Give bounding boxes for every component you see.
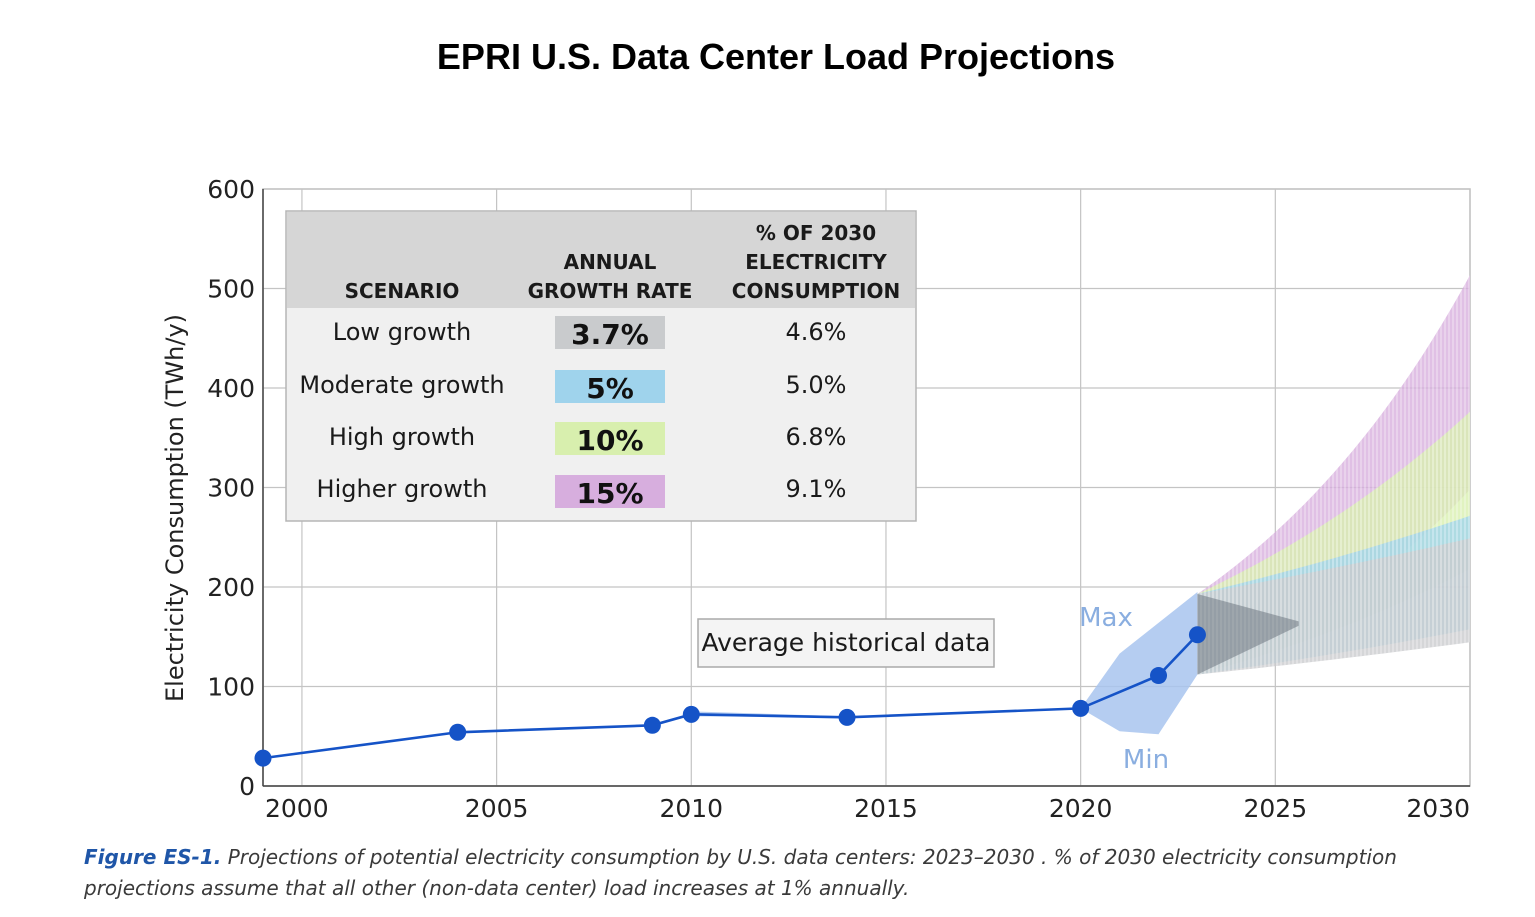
scenario-name: Low growth (333, 318, 471, 346)
table-row: High growth 10% 6.8% (329, 422, 847, 457)
growth-rate-value: 5% (586, 372, 634, 405)
historical-point (1072, 699, 1090, 717)
y-tick-label: 500 (207, 275, 255, 304)
projection-scenarios (1197, 275, 1470, 675)
header-growth-line1: ANNUAL (564, 250, 657, 274)
y-tick-label: 0 (239, 772, 255, 801)
historical-label-box: Average historical data (697, 618, 995, 668)
historical-point (254, 749, 272, 767)
header-scenario: SCENARIO (345, 279, 460, 303)
table-row: Higher growth 15% 9.1% (317, 475, 847, 510)
pct-2030-value: 4.6% (786, 318, 847, 346)
growth-rate-value: 10% (576, 424, 643, 457)
table-row: Low growth 3.7% 4.6% (333, 316, 847, 351)
historical-point (1188, 626, 1206, 644)
table-header-background (287, 212, 915, 308)
pct-2030-value: 9.1% (786, 475, 847, 503)
figure-label: Figure ES-1. (84, 845, 222, 869)
scenario-name: Higher growth (317, 475, 488, 503)
historical-series (254, 626, 1206, 767)
table-row: Moderate growth 5% 5.0% (299, 370, 846, 405)
header-pct-line1: % OF 2030 (756, 221, 876, 245)
growth-rate-swatch (555, 370, 665, 403)
axes: 0 100 200 300 400 500 600 2000 2005 2010 2015 2020 2… (207, 175, 1470, 823)
chart-title: EPRI U.S. Data Center Load Projections (436, 36, 1116, 77)
header-pct-line3: CONSUMPTION (732, 279, 900, 303)
historical-point (838, 708, 856, 726)
x-tick-label: 2020 (1049, 794, 1113, 823)
y-tick-label: 400 (207, 374, 255, 403)
uncertainty-band (691, 591, 1198, 735)
growth-rate-swatch (555, 422, 665, 455)
y-axis-label: Electricity Consumption (TWh/y) (161, 314, 189, 702)
scenario-table: SCENARIO ANNUAL GROWTH RATE % OF 2030 EL… (285, 210, 917, 522)
y-tick-label: 200 (207, 573, 255, 602)
growth-rate-value: 3.7% (571, 318, 649, 351)
scenario-overlap (1197, 593, 1299, 675)
historical-label-background (697, 618, 995, 668)
growth-rate-value: 15% (576, 477, 643, 510)
historical-label: Average historical data (701, 628, 990, 657)
figure-caption: Figure ES-1. Projections of potential el… (84, 842, 1504, 904)
x-tick-label: 2030 (1406, 794, 1470, 823)
x-tick-label: 2025 (1244, 794, 1308, 823)
historical-line (262, 633, 1199, 760)
y-tick-label: 100 (207, 673, 255, 702)
min-label: Min (1123, 745, 1169, 775)
header-growth-line2: GROWTH RATE (528, 279, 693, 303)
pct-2030-value: 6.8% (786, 423, 847, 451)
scenario-name: Moderate growth (299, 371, 504, 399)
historical-point (449, 723, 467, 741)
pct-2030-value: 5.0% (786, 371, 847, 399)
header-pct-line2: ELECTRICITY (745, 250, 887, 274)
x-tick-label: 2015 (854, 794, 918, 823)
x-tick-label: 2010 (659, 794, 723, 823)
historical-point (682, 705, 700, 723)
max-label: Max (1079, 603, 1133, 633)
historical-point (643, 716, 661, 734)
scenario-name: High growth (329, 423, 475, 451)
y-tick-label: 600 (207, 175, 255, 204)
x-tick-label: 2005 (465, 794, 529, 823)
y-tick-label: 300 (207, 474, 255, 503)
growth-rate-swatch (555, 316, 665, 349)
min-max-band (691, 591, 1198, 735)
x-tick-label: 2000 (265, 794, 329, 823)
historical-point (1150, 667, 1168, 685)
growth-rate-swatch (555, 475, 665, 508)
caption-text: Projections of potential electricity con… (84, 845, 1397, 900)
